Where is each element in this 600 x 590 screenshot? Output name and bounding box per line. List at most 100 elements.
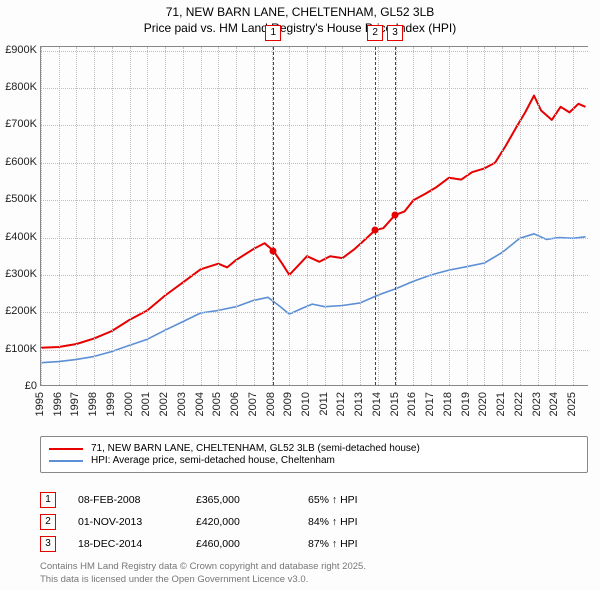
- x-gridline: [130, 47, 131, 385]
- x-gridline: [41, 47, 42, 385]
- y-tick-label: £500K: [0, 193, 40, 205]
- title-line2: Price paid vs. HM Land Registry's House …: [0, 20, 600, 36]
- y-gridline: [41, 125, 588, 126]
- x-gridline: [360, 47, 361, 385]
- x-tick-label: 2018: [442, 392, 454, 416]
- marker-dot-3: [391, 212, 398, 219]
- marker-dot-2: [372, 227, 379, 234]
- x-tick-label: 1996: [52, 392, 64, 416]
- marker-dot-1: [270, 247, 277, 254]
- y-gridline: [41, 275, 588, 276]
- marker-line-2: [375, 47, 376, 385]
- x-tick-label: 2021: [495, 392, 507, 416]
- legend-swatch: [49, 460, 83, 462]
- marker-badge-3: 3: [387, 25, 403, 41]
- legend-row: HPI: Average price, semi-detached house,…: [49, 455, 579, 466]
- x-gridline: [467, 47, 468, 385]
- plot-area: 123: [40, 46, 588, 386]
- x-gridline: [538, 47, 539, 385]
- y-gridline: [41, 350, 588, 351]
- x-tick-label: 2000: [123, 392, 135, 416]
- legend: 71, NEW BARN LANE, CHELTENHAM, GL52 3LB …: [40, 436, 588, 473]
- event-badge: 1: [40, 492, 56, 508]
- x-gridline: [378, 47, 379, 385]
- x-gridline: [555, 47, 556, 385]
- x-gridline: [201, 47, 202, 385]
- x-tick-label: 2007: [247, 392, 259, 416]
- x-tick-label: 2025: [566, 392, 578, 416]
- x-tick-label: 1997: [69, 392, 81, 416]
- x-gridline: [183, 47, 184, 385]
- x-gridline: [112, 47, 113, 385]
- event-price: £365,000: [196, 494, 286, 506]
- event-row: 108-FEB-2008£365,00065% ↑ HPI: [40, 492, 588, 508]
- x-tick-label: 1999: [105, 392, 117, 416]
- chart-title: 71, NEW BARN LANE, CHELTENHAM, GL52 3LB …: [0, 0, 600, 36]
- event-date: 01-NOV-2013: [78, 516, 174, 528]
- x-tick-label: 2006: [229, 392, 241, 416]
- x-gridline: [431, 47, 432, 385]
- title-line1: 71, NEW BARN LANE, CHELTENHAM, GL52 3LB: [0, 4, 600, 20]
- x-tick-label: 2012: [335, 392, 347, 416]
- x-tick-label: 2005: [211, 392, 223, 416]
- x-gridline: [165, 47, 166, 385]
- event-price: £460,000: [196, 538, 286, 550]
- x-gridline: [325, 47, 326, 385]
- x-tick-label: 2009: [282, 392, 294, 416]
- marker-line-1: [273, 47, 274, 385]
- y-gridline: [41, 88, 588, 89]
- x-tick-label: 2001: [140, 392, 152, 416]
- y-gridline: [41, 238, 588, 239]
- x-gridline: [254, 47, 255, 385]
- y-gridline: [41, 51, 588, 52]
- x-tick-label: 2013: [353, 392, 365, 416]
- x-tick-label: 1998: [87, 392, 99, 416]
- event-pct: 84% ↑ HPI: [308, 516, 588, 528]
- y-tick-label: £900K: [0, 44, 40, 56]
- x-gridline: [502, 47, 503, 385]
- x-gridline: [449, 47, 450, 385]
- x-gridline: [307, 47, 308, 385]
- series-hpi: [41, 234, 586, 363]
- marker-badge-1: 1: [265, 25, 281, 41]
- y-gridline: [41, 312, 588, 313]
- x-tick-label: 2024: [548, 392, 560, 416]
- event-row: 2 01-NOV-2013 £420,000 84% ↑ HPI: [40, 514, 588, 530]
- event-date: 18-DEC-2014: [78, 538, 174, 550]
- event-row: 3 18-DEC-2014 £460,000 87% ↑ HPI: [40, 536, 588, 552]
- y-tick-label: £300K: [0, 268, 40, 280]
- legend-row: 71, NEW BARN LANE, CHELTENHAM, GL52 3LB …: [49, 443, 579, 454]
- x-gridline: [218, 47, 219, 385]
- x-gridline: [94, 47, 95, 385]
- event-date: 08-FEB-2008: [78, 494, 174, 506]
- x-tick-label: 2022: [513, 392, 525, 416]
- x-gridline: [59, 47, 60, 385]
- x-gridline: [520, 47, 521, 385]
- x-tick-label: 2004: [194, 392, 206, 416]
- y-tick-label: £700K: [0, 118, 40, 130]
- y-tick-label: £800K: [0, 81, 40, 93]
- x-tick-label: 2023: [531, 392, 543, 416]
- marker-badge-2: 2: [367, 25, 383, 41]
- credits-line2: This data is licensed under the Open Gov…: [40, 574, 366, 586]
- x-tick-label: 2010: [300, 392, 312, 416]
- y-gridline: [41, 163, 588, 164]
- x-gridline: [342, 47, 343, 385]
- credits: Contains HM Land Registry data © Crown c…: [40, 561, 366, 586]
- x-tick-label: 2020: [477, 392, 489, 416]
- x-tick-label: 2019: [460, 392, 472, 416]
- x-gridline: [236, 47, 237, 385]
- x-gridline: [289, 47, 290, 385]
- event-badge: 3: [40, 536, 56, 552]
- x-tick-label: 2017: [424, 392, 436, 416]
- x-gridline: [573, 47, 574, 385]
- event-price: £420,000: [196, 516, 286, 528]
- chart-lines: [41, 47, 589, 387]
- event-pct: 87% ↑ HPI: [308, 538, 588, 550]
- x-tick-label: 2016: [406, 392, 418, 416]
- x-gridline: [76, 47, 77, 385]
- x-tick-label: 2011: [318, 392, 330, 416]
- event-badge: 2: [40, 514, 56, 530]
- legend-label: HPI: Average price, semi-detached house,…: [91, 455, 335, 466]
- y-tick-label: £200K: [0, 305, 40, 317]
